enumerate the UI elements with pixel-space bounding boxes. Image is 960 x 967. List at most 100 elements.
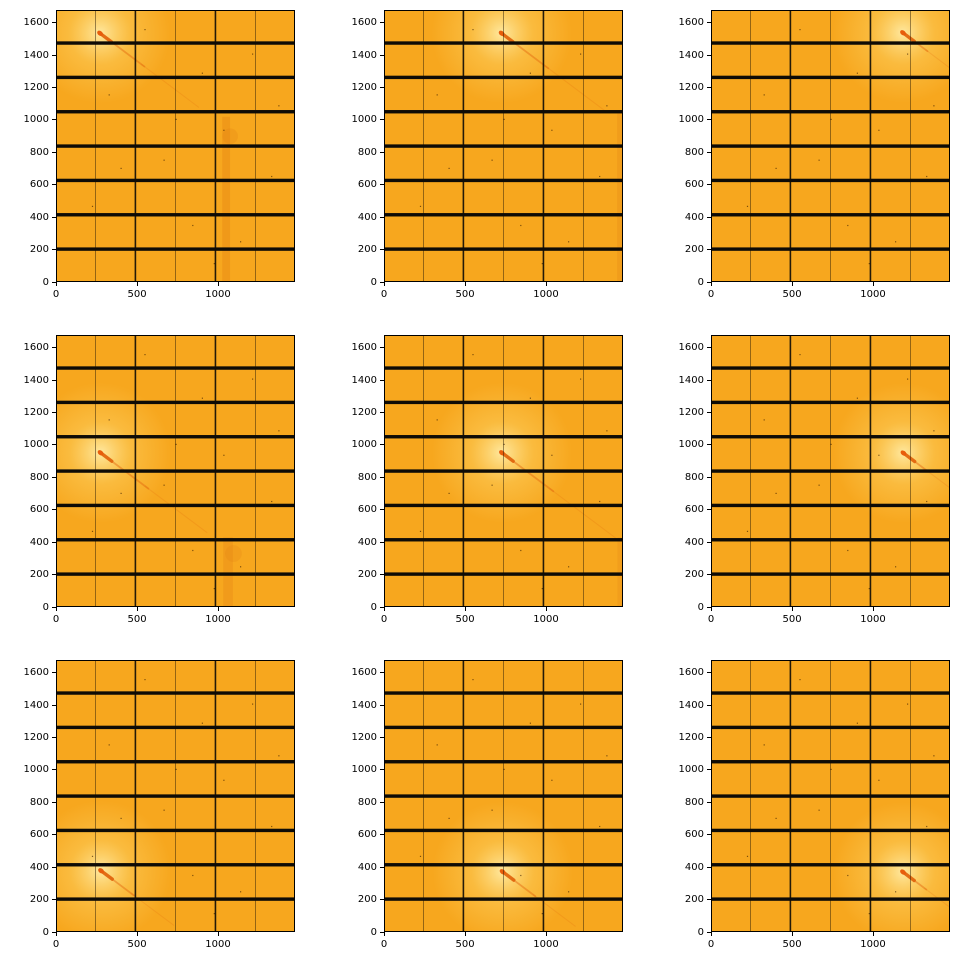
y-tick-label: 1200	[678, 732, 704, 744]
module-gap-horizontal	[384, 178, 623, 183]
beam-streak	[510, 39, 550, 70]
smear-artifact	[222, 116, 231, 282]
y-tick-label: 1600	[351, 17, 377, 29]
y-tick-label: 600	[29, 504, 49, 516]
x-tick	[136, 607, 138, 611]
y-tick	[52, 476, 56, 478]
x-tick-label: 500	[127, 289, 147, 300]
y-tick	[380, 801, 384, 803]
subplot-row0-col2	[711, 10, 950, 282]
module-gap-horizontal	[56, 794, 295, 798]
beam-streak	[925, 469, 950, 489]
y-tick-label: 1400	[23, 374, 49, 386]
x-tick	[55, 282, 57, 286]
x-tick	[791, 932, 793, 936]
y-tick	[707, 606, 711, 608]
y-tick-label: 1600	[678, 17, 704, 29]
y-tick	[380, 574, 384, 576]
module-gap-horizontal	[56, 435, 295, 439]
y-tick	[380, 379, 384, 381]
detector-image	[384, 10, 623, 282]
y-tick-label: 1600	[351, 342, 377, 354]
y-tick-label: 1400	[351, 49, 377, 61]
beam-streak	[511, 878, 537, 898]
module-gap-horizontal	[56, 213, 295, 217]
module-gap-horizontal	[711, 435, 950, 439]
module-gap-horizontal	[384, 828, 623, 833]
x-tick	[217, 932, 219, 936]
y-tick-label: 1600	[23, 342, 49, 354]
smear-artifact	[617, 111, 623, 282]
x-tick	[710, 282, 712, 286]
y-tick	[707, 87, 711, 89]
y-tick	[707, 184, 711, 186]
y-tick	[380, 87, 384, 89]
y-tick	[707, 249, 711, 251]
y-tick-label: 800	[684, 471, 704, 483]
y-tick	[707, 444, 711, 446]
module-gap-horizontal	[56, 572, 295, 576]
module-gap-horizontal	[711, 691, 950, 695]
module-gap-horizontal	[711, 863, 950, 867]
axes-spine	[711, 660, 950, 932]
y-tick-label: 400	[684, 861, 704, 873]
y-tick	[52, 249, 56, 251]
module-gap-horizontal	[384, 469, 623, 473]
y-tick-label: 1000	[23, 439, 49, 451]
x-tick	[217, 282, 219, 286]
y-tick	[380, 704, 384, 706]
y-tick-label: 600	[684, 504, 704, 516]
module-gap-horizontal	[56, 725, 295, 730]
y-tick-label: 1400	[351, 374, 377, 386]
module-gap-horizontal	[711, 400, 950, 405]
subplot-row1-col0	[56, 335, 295, 607]
beam-spot	[900, 450, 907, 456]
module-gap-horizontal	[56, 863, 295, 867]
y-tick	[707, 801, 711, 803]
beam-streak	[108, 39, 146, 68]
x-tick-label: 1000	[860, 289, 886, 300]
y-tick	[380, 54, 384, 56]
y-tick	[707, 379, 711, 381]
x-tick-label: 500	[127, 614, 147, 625]
subplot-row0-col1	[384, 10, 623, 282]
module-gap-horizontal	[56, 469, 295, 473]
y-tick-label: 0	[697, 601, 704, 613]
module-gap-horizontal	[56, 400, 295, 405]
module-gap-horizontal	[711, 572, 950, 576]
module-gap-horizontal	[56, 366, 295, 370]
module-gap-horizontal	[384, 144, 623, 148]
x-tick-label: 500	[782, 614, 802, 625]
axes-spine	[384, 335, 623, 607]
y-tick-label: 1200	[351, 407, 377, 419]
x-tick-label: 0	[707, 289, 715, 300]
y-tick	[707, 704, 711, 706]
y-tick	[707, 151, 711, 153]
beam-streak	[911, 878, 928, 891]
x-tick-label: 0	[52, 289, 60, 300]
x-tick-label: 0	[380, 289, 388, 300]
x-tick-label: 1000	[205, 939, 231, 950]
y-tick-label: 0	[42, 276, 49, 288]
module-gap-horizontal	[711, 247, 950, 251]
x-tick	[383, 932, 385, 936]
axes-spine	[384, 10, 623, 282]
module-gap-horizontal	[711, 794, 950, 798]
beam-streak	[544, 65, 606, 112]
y-tick-label: 800	[357, 471, 377, 483]
x-tick-label: 0	[380, 614, 388, 625]
module-gap-horizontal	[711, 110, 950, 114]
x-tick	[872, 282, 874, 286]
y-tick	[707, 347, 711, 349]
y-tick	[707, 866, 711, 868]
y-tick-label: 0	[42, 601, 49, 613]
x-tick-label: 500	[127, 939, 147, 950]
module-gap-horizontal	[711, 469, 950, 473]
y-tick-label: 600	[684, 829, 704, 841]
detector-image	[56, 335, 295, 607]
x-tick-label: 500	[782, 939, 802, 950]
y-tick-label: 200	[684, 569, 704, 581]
detector-image	[384, 335, 623, 607]
y-tick	[52, 281, 56, 283]
module-gap-horizontal	[384, 503, 623, 508]
